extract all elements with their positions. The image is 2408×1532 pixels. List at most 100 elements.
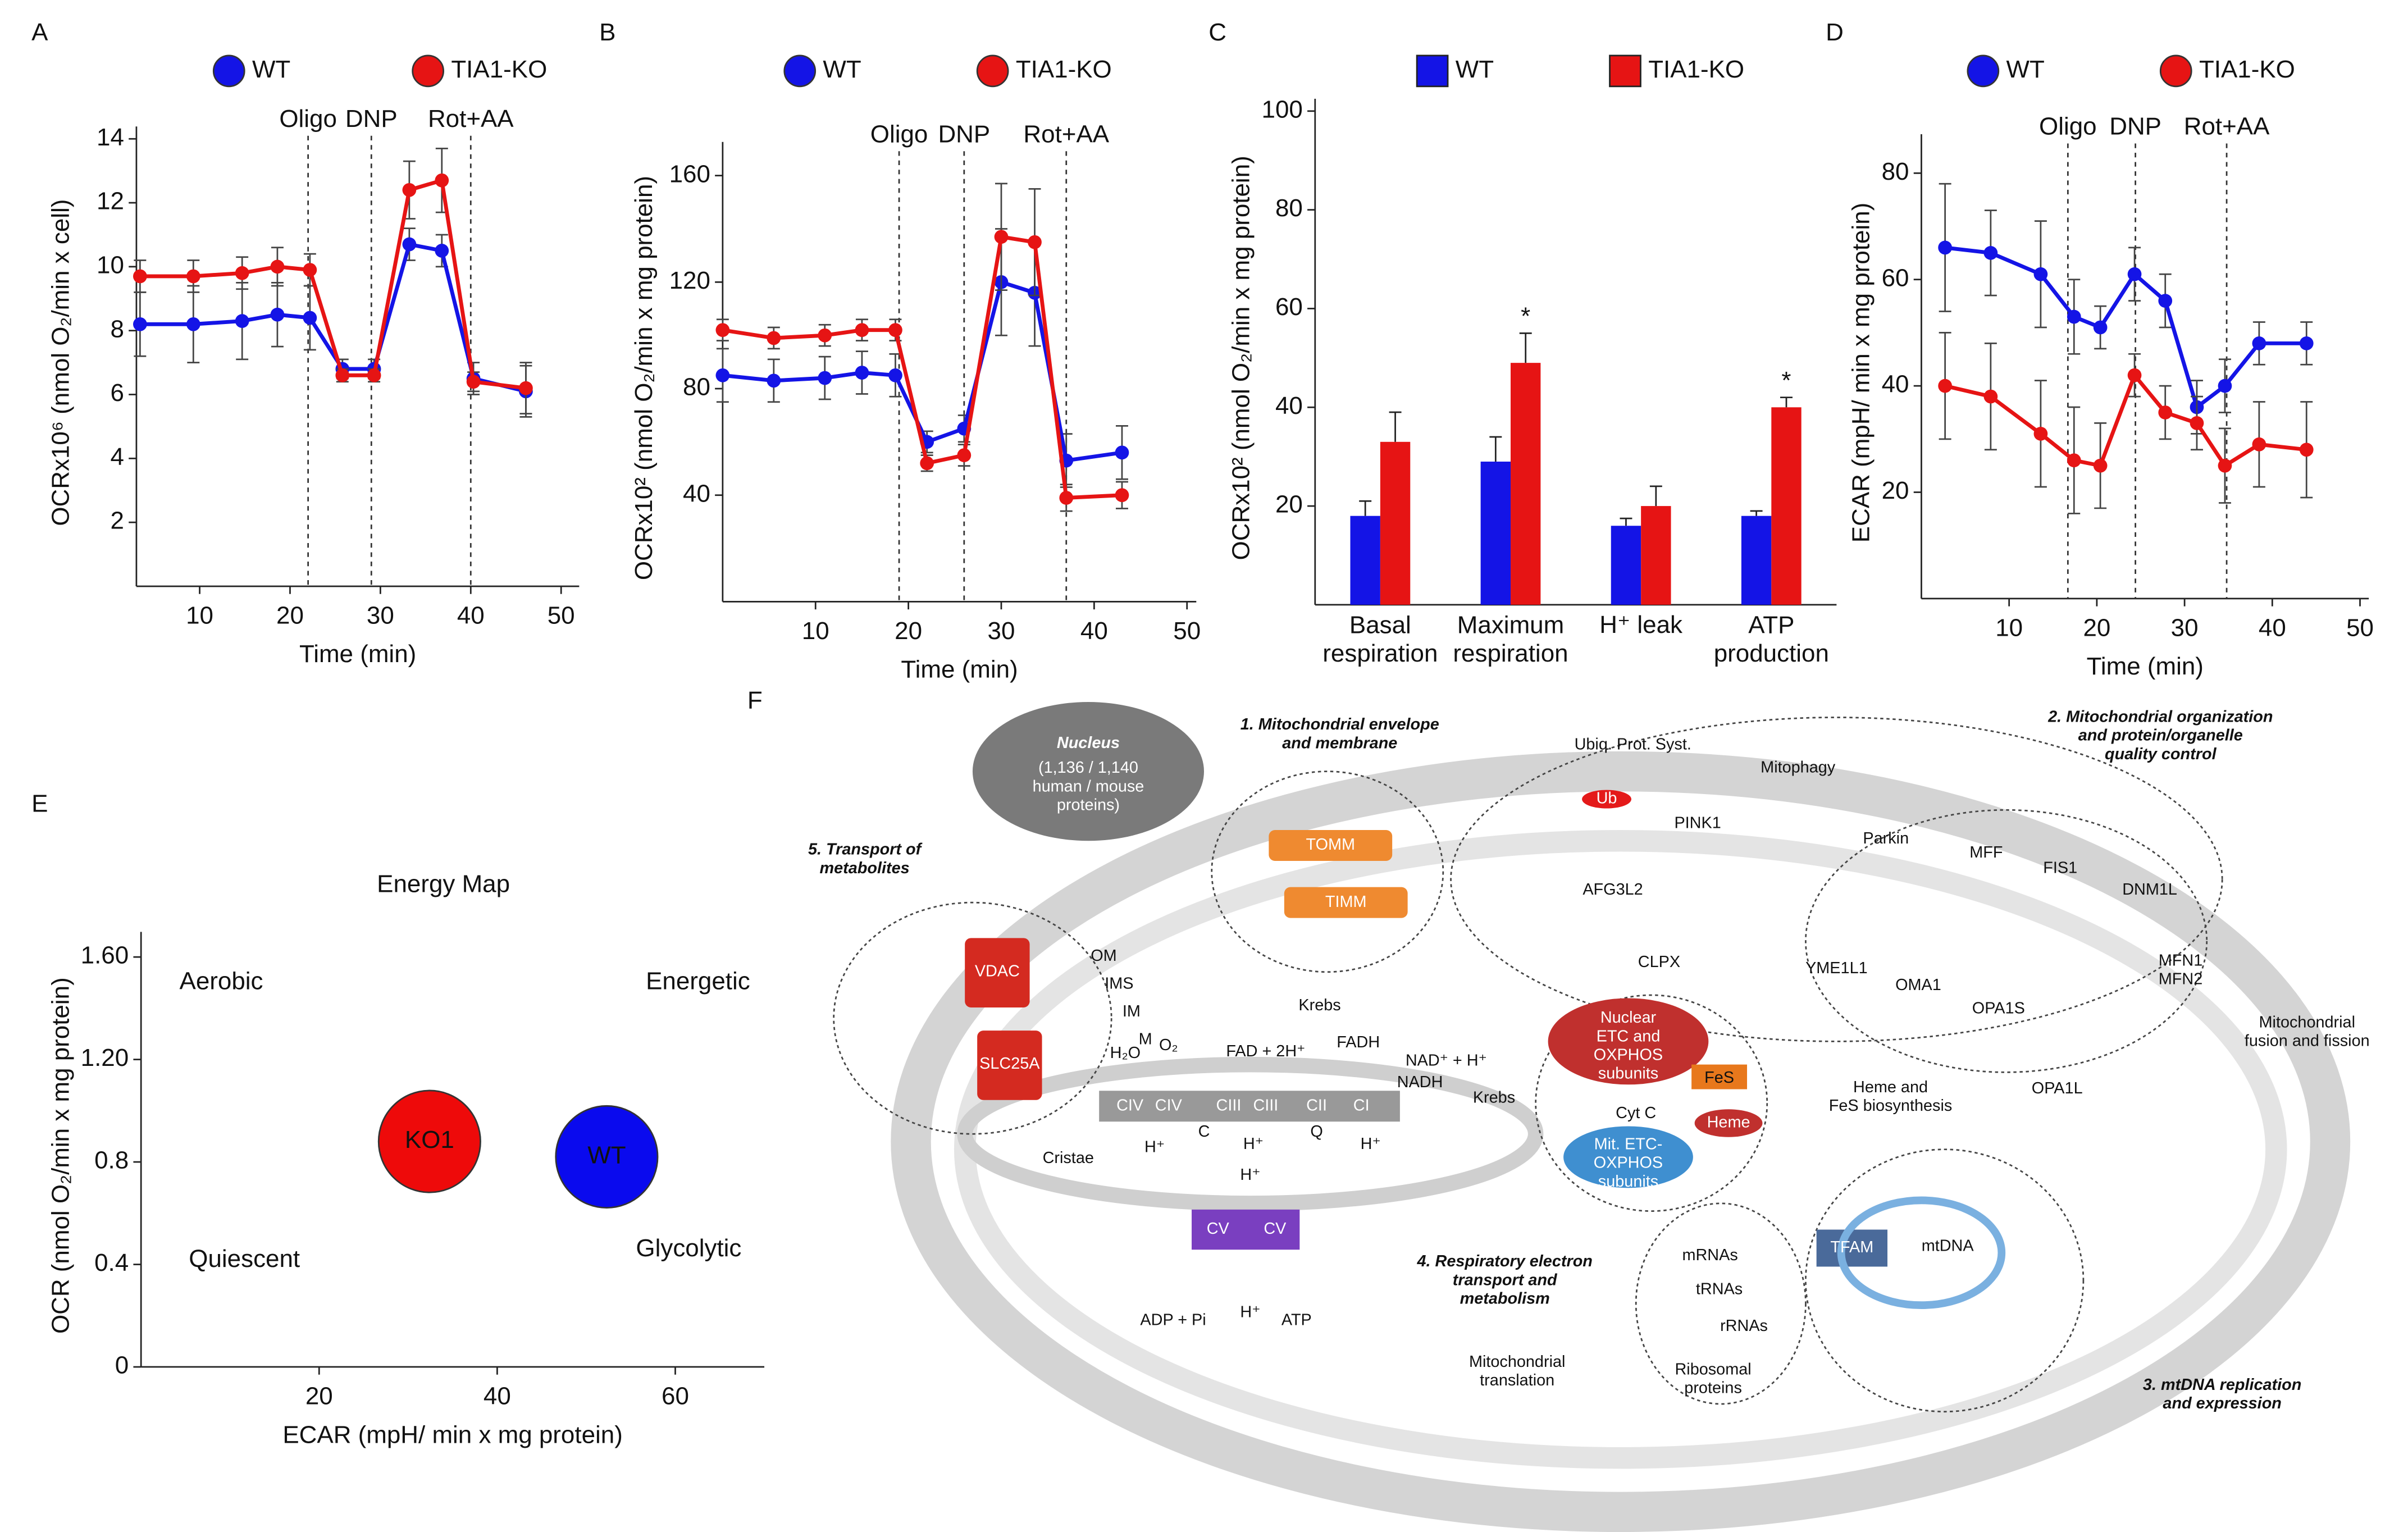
x-tick-label: 40 — [2259, 614, 2286, 641]
diagram-label: TIMM — [1325, 893, 1367, 911]
diagram-label: H⁺ — [1240, 1303, 1260, 1321]
nuclear-subunits — [1548, 998, 1709, 1085]
cv — [1192, 1209, 1300, 1250]
diagram-label: rRNAs — [1720, 1317, 1768, 1335]
diagram-label: Parkin — [1863, 829, 1909, 847]
legend-swatch — [976, 54, 1009, 88]
data-point — [2218, 458, 2232, 473]
series-line — [1945, 245, 2307, 411]
series-line — [1944, 371, 2307, 468]
diagram-label: Mitophagy — [1761, 759, 1836, 777]
bar — [1771, 407, 1802, 605]
diagram-label: FIS1 — [2043, 859, 2077, 877]
diagram-label: Ribosomal proteins — [1675, 1360, 1751, 1397]
tomm — [1269, 830, 1393, 861]
diagram-label: O₂ — [1159, 1036, 1178, 1054]
diagram-label: 3. mtDNA replication and expression — [2143, 1376, 2301, 1412]
bar — [1641, 506, 1671, 605]
data-point — [715, 368, 730, 382]
data-point — [888, 368, 902, 382]
x-tick-label: ATP production — [1714, 611, 1829, 667]
y-tick-label: 80 — [1882, 158, 1909, 185]
event-label: Rot+AA — [428, 105, 514, 133]
x-tick-label: 30 — [367, 602, 394, 630]
x-tick-label: 50 — [1173, 617, 1201, 645]
diagram-label: Heme and FeS biosynthesis — [1829, 1078, 1953, 1114]
event-label: Rot+AA — [2184, 113, 2270, 140]
region-circle — [1450, 717, 2223, 1042]
diagram-label: MFF — [1969, 843, 2003, 861]
y-tick-label: 8 — [111, 315, 124, 343]
diagram-label: AFG3L2 — [1582, 881, 1643, 899]
data-point — [2033, 267, 2048, 281]
diagram-label: Nuclear ETC and OXPHOS subunits — [1594, 1009, 1663, 1083]
diagram-label: H⁺ — [1144, 1138, 1165, 1156]
y-tick-label: 2 — [111, 507, 124, 535]
y-axis-label: OCRx10² (nmol O₂/min x mg protein) — [630, 176, 658, 580]
data-point — [2299, 443, 2314, 457]
x-tick-label: 40 — [457, 602, 485, 630]
legend-label: WT — [1456, 56, 1494, 83]
y-tick-label: 0 — [115, 1352, 129, 1379]
data-point — [1938, 240, 1953, 255]
diagram-label: Cristae — [1043, 1149, 1094, 1167]
data-point — [435, 173, 449, 188]
diagram-label: Mitochondrial fusion and fission — [2245, 1013, 2370, 1050]
quadrant-label: Glycolytic — [636, 1234, 741, 1262]
cristae — [957, 1056, 1544, 1211]
data-point — [2093, 320, 2108, 335]
diagram-label: Cyt C — [1616, 1104, 1656, 1122]
diagram-label: Krebs — [1473, 1089, 1515, 1107]
diagram-label: Q — [1310, 1123, 1322, 1141]
data-point — [133, 269, 147, 284]
y-tick-label: 0.8 — [94, 1147, 129, 1174]
data-point — [402, 237, 417, 252]
y-tick-label: 40 — [1882, 371, 1909, 398]
y-tick-label: 20 — [1882, 477, 1909, 504]
x-tick-label: 50 — [2346, 614, 2374, 641]
data-point — [1983, 246, 1998, 260]
y-tick-label: 60 — [1882, 264, 1909, 291]
y-tick-label: 1.60 — [81, 942, 129, 969]
data-point — [2299, 336, 2314, 350]
event-label: Oligo — [870, 120, 928, 148]
legend-swatch — [212, 54, 245, 88]
y-tick-label: 10 — [97, 251, 124, 279]
slc25a — [977, 1031, 1042, 1100]
heme — [1694, 1109, 1763, 1137]
x-tick-label: 30 — [2171, 614, 2199, 641]
bar — [1380, 441, 1411, 605]
diagram-label: H⁺ — [1243, 1135, 1264, 1153]
legend-swatch — [412, 54, 444, 88]
vdac — [965, 938, 1030, 1007]
legend-label: TIA1-KO — [451, 56, 547, 83]
bar — [1611, 526, 1641, 605]
timm — [1284, 887, 1408, 918]
x-tick-label: 50 — [548, 602, 575, 630]
data-point — [2093, 458, 2108, 473]
quadrant-label: Quiescent — [189, 1245, 300, 1273]
diagram-label: CLPX — [1638, 953, 1680, 971]
y-tick-label: 0.4 — [94, 1249, 129, 1276]
diagram-label: Nucleus — [1057, 734, 1120, 752]
x-axis-label: ECAR (mpH/ min x mg protein) — [282, 1421, 623, 1448]
diagram-label: M — [1139, 1030, 1152, 1048]
y-tick-label: 6 — [111, 379, 124, 407]
x-axis-label: Time (min) — [299, 640, 416, 668]
panel-letter: B — [599, 19, 615, 46]
diagram-label: IM — [1123, 1002, 1141, 1020]
x-tick-label: 40 — [1080, 617, 1108, 645]
data-point — [2127, 368, 2142, 382]
y-axis-label: ECAR (mpH/ min x mg protein) — [1848, 203, 1875, 543]
significance: * — [1521, 303, 1530, 330]
legend-swatch — [1609, 54, 1641, 88]
diagram-label: TOMM — [1306, 836, 1355, 854]
y-tick-label: 1.20 — [81, 1044, 129, 1072]
diagram-label: SLC25A — [979, 1055, 1040, 1073]
x-tick-label: 40 — [484, 1383, 511, 1410]
data-point — [133, 317, 147, 331]
data-point — [519, 381, 533, 395]
diagram-label: OPA1L — [2032, 1079, 2083, 1097]
diagram-label: 2. Mitochondrial organization and protein… — [2047, 708, 2273, 763]
data-point — [2218, 379, 2232, 393]
